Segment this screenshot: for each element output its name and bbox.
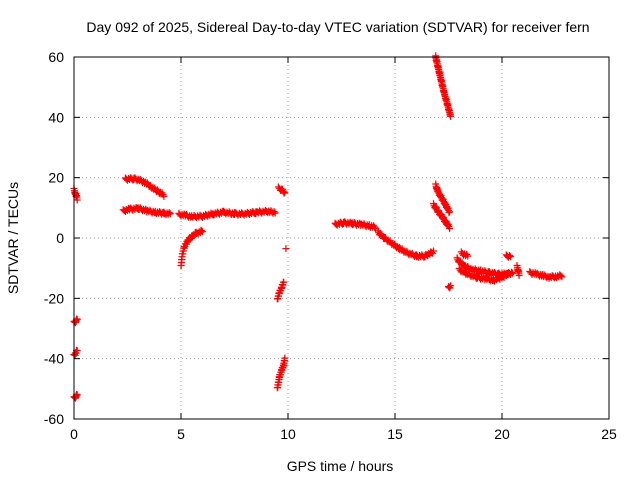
data-point-markers: [273, 354, 289, 392]
data-segment: [70, 390, 81, 402]
data-segment: [526, 268, 566, 282]
data-segment: [273, 354, 289, 392]
y-tick-label: 0: [56, 230, 64, 246]
y-tick-label: -20: [44, 290, 64, 306]
data-point-markers: [502, 251, 515, 261]
y-axis-label: SDTVAR / TECUs: [5, 182, 21, 294]
data-point-markers: [457, 248, 472, 260]
x-tick-label: 5: [177, 426, 185, 442]
data-segment: [121, 174, 168, 200]
data-segment: [432, 52, 455, 120]
x-axis-label: GPS time / hours: [287, 458, 394, 474]
data-segment: [430, 200, 454, 233]
x-tick-label: 15: [387, 426, 403, 442]
data-segment: [70, 185, 81, 204]
data-segment: [445, 282, 455, 292]
y-tick-label: -40: [44, 351, 64, 367]
y-tick-label: 60: [48, 49, 64, 65]
x-tick-label: 10: [280, 426, 296, 442]
data-segment: [177, 226, 206, 269]
data-point-markers: [121, 174, 168, 200]
chart-title: Day 092 of 2025, Sidereal Day-to-day VTE…: [86, 19, 589, 35]
axis-ticks: [73, 56, 610, 420]
y-tick-label: -60: [44, 411, 64, 427]
data-segment: [273, 278, 288, 303]
data-segment: [119, 204, 174, 219]
data-segment: [274, 183, 289, 197]
data-segment: [457, 248, 472, 260]
data-point-markers: [331, 218, 380, 233]
data-point-markers: [70, 185, 81, 204]
x-tick-label: 0: [70, 426, 78, 442]
data-point-markers: [455, 265, 512, 285]
data-segment: [282, 245, 290, 253]
data-segment: [432, 180, 454, 217]
data-segment: [374, 227, 437, 261]
data-point-markers: [119, 204, 174, 219]
x-tick-label: 25: [601, 426, 617, 442]
grid-lines: [74, 57, 609, 419]
data-point-markers: [432, 180, 454, 217]
data-point-markers: [432, 52, 455, 120]
data-point-markers: [445, 282, 455, 292]
data-segment: [513, 262, 523, 279]
data-point-markers: [70, 346, 81, 359]
data-point-markers: [374, 227, 437, 261]
data-point-markers: [175, 206, 279, 222]
data-segment: [70, 315, 81, 327]
tick-labels: 0 5 10 15 20 25 -60 -40 -20 0 20 40 60: [44, 49, 617, 442]
data-points: [70, 52, 566, 402]
data-point-markers: [430, 200, 454, 233]
data-segment: [455, 265, 512, 285]
data-point-markers: [70, 315, 81, 327]
x-tick-label: 20: [494, 426, 510, 442]
data-point-markers: [70, 390, 81, 402]
data-segment: [175, 206, 279, 222]
data-point-markers: [273, 278, 288, 303]
data-segment: [502, 251, 515, 261]
y-tick-label: 20: [48, 170, 64, 186]
data-segment: [331, 218, 380, 233]
data-point-markers: [513, 262, 523, 279]
data-point-markers: [177, 226, 206, 269]
data-point-markers: [274, 183, 289, 197]
data-segment: [70, 346, 81, 359]
data-point-markers: [526, 268, 566, 282]
y-tick-label: 40: [48, 109, 64, 125]
data-point-markers: [282, 245, 290, 253]
